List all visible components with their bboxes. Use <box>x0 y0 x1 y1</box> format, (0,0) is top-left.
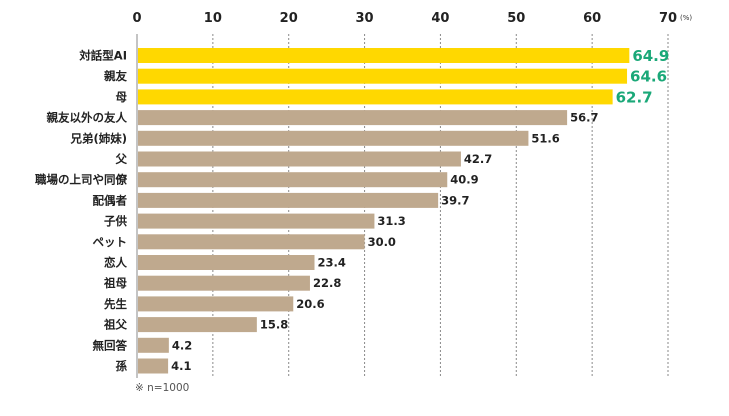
x-tick-label: 10 <box>204 11 222 26</box>
value-label: 30.0 <box>368 235 396 249</box>
x-tick-label: 50 <box>507 11 525 26</box>
category-label: 子供 <box>104 214 127 228</box>
bar <box>138 213 375 229</box>
category-label: 恋人 <box>104 256 127 270</box>
bar <box>138 275 310 291</box>
category-label: 親友以外の友人 <box>47 111 128 125</box>
category-label: 親友 <box>104 69 127 83</box>
bar <box>138 296 294 312</box>
bar <box>138 358 169 374</box>
bar <box>138 110 568 126</box>
category-label: ペット <box>93 235 128 249</box>
value-label: 51.6 <box>531 131 559 145</box>
value-label: 62.7 <box>616 88 653 106</box>
category-label: 母 <box>116 90 128 104</box>
x-tick-label: 30 <box>356 11 374 26</box>
category-label: 配偶者 <box>93 193 128 207</box>
category-label: 先生 <box>104 297 127 311</box>
category-label: 職場の上司や同僚 <box>35 173 127 187</box>
x-tick-label: 0 <box>132 11 141 26</box>
x-tick-label: 20 <box>280 11 298 26</box>
category-label: 祖父 <box>103 318 127 332</box>
bar-highlight <box>138 68 628 84</box>
value-label: 56.7 <box>570 111 598 125</box>
value-label: 31.3 <box>377 214 405 228</box>
unit-label: (%) <box>680 14 692 22</box>
bar <box>138 337 169 353</box>
value-label: 20.6 <box>296 297 324 311</box>
value-label: 64.9 <box>632 47 669 65</box>
sample-size-note: ※ n=1000 <box>135 382 190 394</box>
bar-highlight <box>138 89 613 105</box>
bar <box>138 151 461 167</box>
x-tick-label: 70 <box>659 11 677 26</box>
category-label: 対話型AI <box>78 49 127 63</box>
category-label: 無回答 <box>93 338 128 352</box>
value-label: 39.7 <box>441 193 469 207</box>
value-label: 64.6 <box>630 68 667 86</box>
category-label: 兄弟(姉妹) <box>69 131 127 145</box>
bar <box>138 234 365 250</box>
bar <box>138 192 439 208</box>
value-label: 4.2 <box>172 338 192 352</box>
bar <box>138 255 315 270</box>
category-label: 父 <box>115 152 128 166</box>
value-label: 4.1 <box>171 359 191 373</box>
category-label: 祖母 <box>103 276 127 290</box>
value-label: 15.8 <box>260 318 288 332</box>
value-label: 22.8 <box>313 276 341 290</box>
value-label: 23.4 <box>318 256 346 270</box>
bar <box>138 130 529 146</box>
bar-highlight <box>138 48 630 63</box>
x-tick-label: 40 <box>431 11 449 26</box>
value-label: 42.7 <box>464 152 492 166</box>
value-label: 40.9 <box>450 173 478 187</box>
bar <box>138 317 257 333</box>
bar <box>138 172 448 188</box>
x-tick-label: 60 <box>583 11 601 26</box>
category-label: 孫 <box>116 359 128 373</box>
